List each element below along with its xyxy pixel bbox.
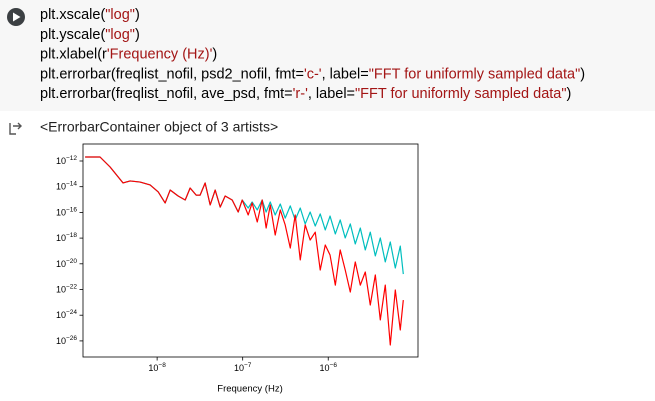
code-token: "log" <box>105 27 135 43</box>
output-text: <ErrorbarContainer object of 3 artists> <box>40 119 278 135</box>
code-line: plt.errorbar(freqlist_nofil, ave_psd, fm… <box>40 86 571 102</box>
tick-label: 10−8 <box>148 362 166 374</box>
code-token: ) <box>580 66 585 82</box>
tick-exponent: −8 <box>158 362 166 369</box>
tick-label: 10−16 <box>56 206 77 218</box>
run-button[interactable] <box>7 8 25 26</box>
output-icon <box>9 122 22 135</box>
tick-exponent: −22 <box>66 283 77 290</box>
tick-exponent: −14 <box>66 180 77 187</box>
tick-base: 10 <box>148 363 158 373</box>
tick-label: 10−20 <box>56 258 77 270</box>
code-token: ) <box>212 46 217 62</box>
code-token: 'r-' <box>293 86 308 102</box>
series-line <box>85 156 404 346</box>
code-token: plt.xscale( <box>40 7 105 23</box>
code-token: "FFT for uniformly sampled data" <box>369 66 581 82</box>
tick-exponent: −24 <box>66 309 77 316</box>
tick-base: 10 <box>56 156 66 166</box>
code-line: plt.xscale("log") <box>40 7 140 23</box>
tick-label: 10−7 <box>234 362 252 374</box>
tick-base: 10 <box>56 259 66 269</box>
code-token: , label= <box>322 66 369 82</box>
tick-label: 10−12 <box>56 155 77 167</box>
code-line: plt.xlabel(r'Frequency (Hz)') <box>40 46 217 62</box>
tick-exponent: −16 <box>66 206 77 213</box>
tick-exponent: −6 <box>330 362 338 369</box>
tick-exponent: −26 <box>66 335 77 342</box>
code-token: plt.errorbar(freqlist_nofil, ave_psd, fm… <box>40 86 293 102</box>
code-token: plt.xlabel(r <box>40 46 107 62</box>
tick-base: 10 <box>56 336 66 346</box>
tick-label: 10−14 <box>56 180 77 192</box>
code-token: , label= <box>308 86 355 102</box>
tick-label: 10−24 <box>56 309 77 321</box>
tick-base: 10 <box>320 363 330 373</box>
code-token: plt.errorbar(freqlist_nofil, psd2_nofil,… <box>40 66 304 82</box>
code-token: 'c-' <box>304 66 322 82</box>
tick-base: 10 <box>56 311 66 321</box>
code-line: plt.yscale("log") <box>40 27 140 43</box>
tick-base: 10 <box>56 233 66 243</box>
tick-label: 10−18 <box>56 232 77 244</box>
tick-base: 10 <box>56 208 66 218</box>
tick-base: 10 <box>56 182 66 192</box>
tick-label: 10−26 <box>56 335 77 347</box>
code-token: "FFT for uniformly sampled data" <box>355 86 567 102</box>
code-token: ) <box>567 86 572 102</box>
tick-exponent: −7 <box>244 362 252 369</box>
plot-frame <box>82 143 419 358</box>
tick-label: 10−6 <box>320 362 338 374</box>
tick-label: 10−22 <box>56 283 77 295</box>
x-axis-label: Frequency (Hz) <box>217 384 282 395</box>
series-line <box>85 156 404 275</box>
code-line: plt.errorbar(freqlist_nofil, psd2_nofil,… <box>40 66 585 82</box>
code-token: ) <box>135 27 140 43</box>
code-token: 'Frequency (Hz)' <box>107 46 213 62</box>
code-cell <box>0 0 655 111</box>
tick-exponent: −18 <box>66 232 77 239</box>
tick-exponent: −12 <box>66 155 77 162</box>
code-token: "log" <box>105 7 135 23</box>
tick-base: 10 <box>56 285 66 295</box>
code-token: ) <box>135 7 140 23</box>
tick-exponent: −20 <box>66 258 77 265</box>
tick-base: 10 <box>234 363 244 373</box>
code-token: plt.yscale( <box>40 27 105 43</box>
